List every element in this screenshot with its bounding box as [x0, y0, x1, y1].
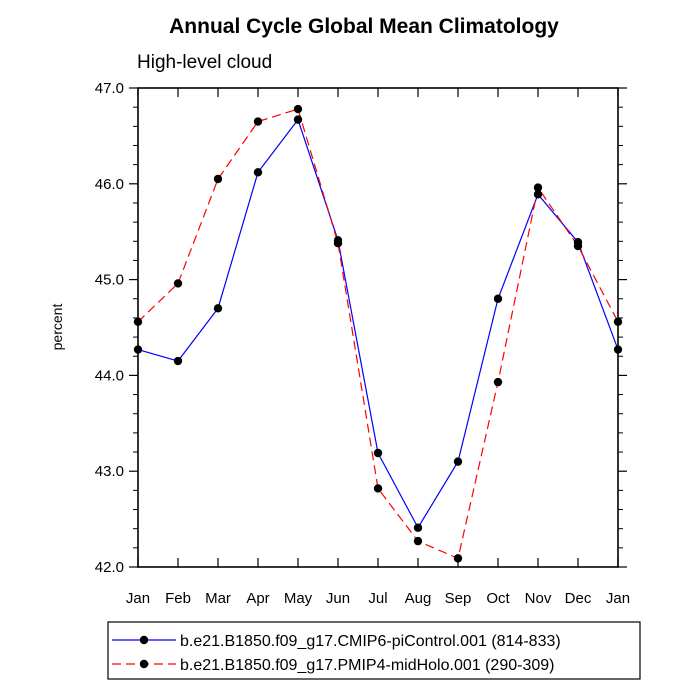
series-1-point [173, 356, 183, 366]
series-2-point [293, 104, 303, 114]
y-tick-label: 45.0 [95, 272, 124, 289]
series-2-point [493, 377, 503, 387]
x-tick-label: Feb [165, 590, 191, 607]
series-line-1 [137, 118, 619, 529]
legend: b.e21.B1850.f09_g17.CMIP6-piControl.001 … [107, 621, 641, 680]
tick-labels: Jan Feb Mar Apr May Jun Jul Aug Sep Oct Nov Dec Jan4… [95, 80, 630, 607]
series-1-point [533, 190, 543, 199]
x-tick-label: Jan [126, 590, 150, 607]
series-2-point [533, 183, 543, 192]
x-tick-label: Nov [525, 590, 552, 607]
series-2-point [253, 117, 263, 126]
series-1-point [493, 294, 503, 303]
y-tick-label: 44.0 [95, 367, 124, 384]
x-tick-label: Apr [246, 590, 269, 607]
y-tick-label: 46.0 [95, 176, 124, 193]
x-tick-label: Jun [326, 590, 350, 607]
x-tick-label: May [284, 590, 313, 607]
tick-marks [129, 87, 627, 568]
x-tick-label: Oct [486, 590, 510, 607]
x-tick-label: Aug [405, 590, 432, 607]
x-tick-label: Sep [445, 590, 472, 607]
legend-label-1: b.e21.B1850.f09_g17.CMIP6-piControl.001 … [180, 633, 561, 650]
y-tick-label: 47.0 [95, 80, 124, 97]
legend-marker-2 [139, 659, 149, 669]
series-2-point [333, 238, 343, 248]
plot-frame [137, 87, 619, 568]
series-1-point [253, 168, 263, 177]
series-2-point [373, 484, 383, 493]
series-1-point [293, 115, 303, 124]
series-1-point [373, 448, 383, 458]
y-tick-label: 43.0 [95, 463, 124, 480]
series-1-point [413, 523, 423, 532]
y-axis-label: percent [49, 304, 65, 351]
series-1-point [213, 304, 223, 313]
series-2-point [213, 174, 223, 184]
x-tick-label: Mar [205, 590, 231, 607]
x-tick-label: Jul [368, 590, 387, 607]
series-2-point [173, 279, 183, 288]
legend-marker-1 [139, 635, 149, 645]
x-tick-label: Jan [606, 590, 630, 607]
chart-title: Annual Cycle Global Mean Climatology [169, 15, 559, 38]
series-2-point [573, 241, 583, 251]
legend-box [107, 621, 641, 680]
series-layer [133, 104, 623, 563]
x-tick-label: Dec [565, 590, 592, 607]
y-tick-label: 42.0 [95, 559, 124, 576]
series-1-point [453, 457, 463, 466]
series-2-point [453, 554, 463, 563]
legend-label-2: b.e21.B1850.f09_g17.PMIP4-midHolo.001 (2… [180, 657, 554, 674]
chart-subtitle: High-level cloud [137, 52, 272, 73]
series-2-point [413, 536, 423, 546]
